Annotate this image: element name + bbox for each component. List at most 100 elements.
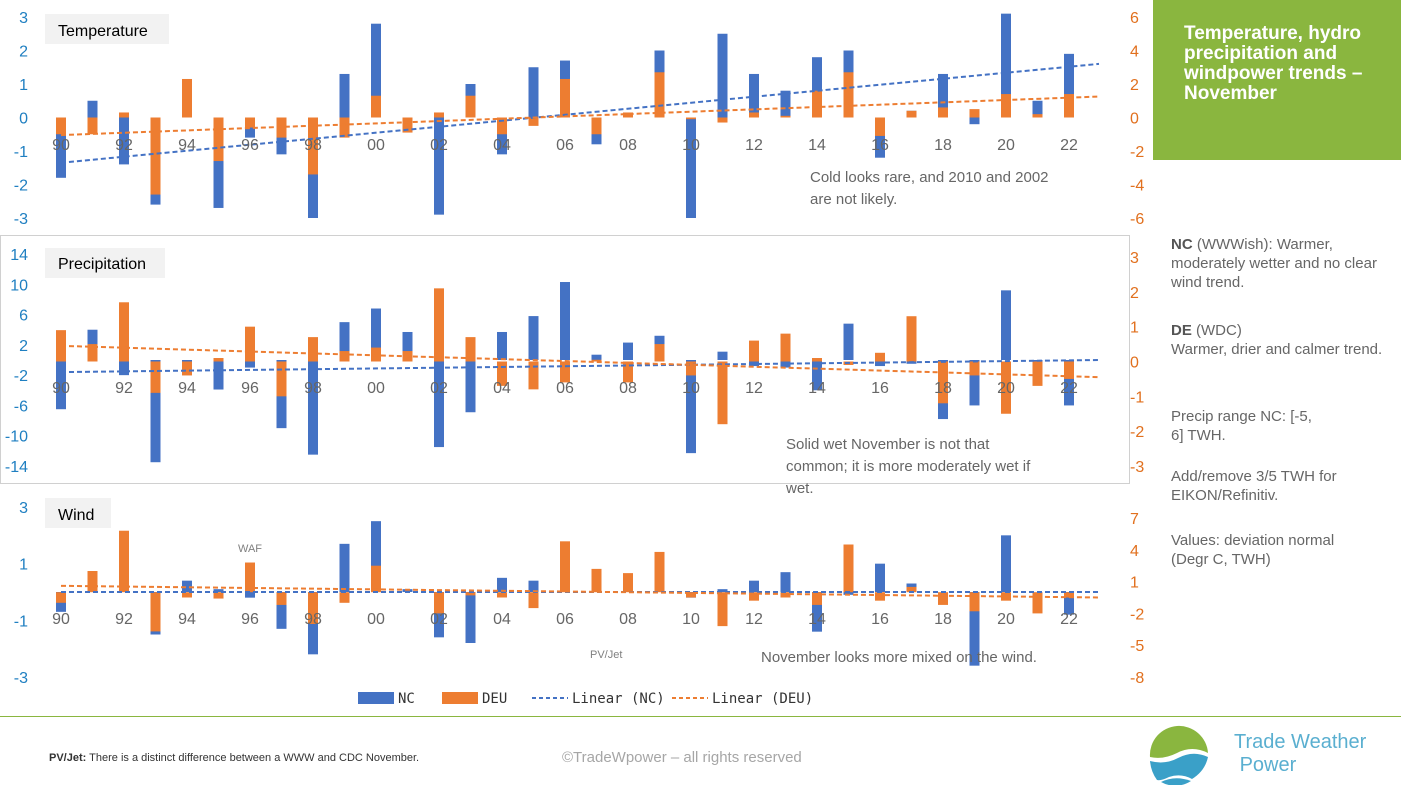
brand-line2: Power [1239, 754, 1297, 776]
brand-logo-icon [1149, 725, 1208, 785]
deu-bar-91 [87, 344, 98, 362]
nc-bar-15 [843, 592, 854, 595]
x-axis-tick: 12 [745, 137, 763, 154]
deu-bar-22 [1064, 94, 1074, 118]
x-axis-tick: 22 [1060, 137, 1078, 154]
x-axis-tick: 20 [997, 611, 1015, 628]
right-axis-tick: 7 [1130, 511, 1139, 528]
deu-bar-90 [56, 117, 66, 135]
nc-bar-12 [749, 360, 759, 367]
pvjet-chart-label: PV/Jet [590, 649, 622, 661]
deu-bar-97 [276, 361, 287, 397]
nc-bar-11 [717, 589, 728, 592]
x-axis-tick: 94 [178, 137, 196, 154]
deu-bar-21 [1032, 592, 1043, 614]
deu-bar-19 [969, 592, 980, 612]
x-axis-tick: 90 [52, 611, 70, 628]
footer-divider [0, 716, 1401, 717]
nc-bar-22 [1064, 592, 1074, 615]
left-axis-tick: 3 [19, 500, 28, 517]
nc-bar-21 [1032, 100, 1043, 118]
left-axis-tick: -2 [14, 178, 28, 195]
deu-bar-08 [623, 112, 633, 118]
deu-bar-22 [1064, 592, 1074, 598]
deu-bar-98 [308, 592, 318, 624]
precipitation-annotation-line3: wet. [785, 480, 814, 497]
deu-bar-91 [87, 571, 98, 593]
deu-bar-98 [308, 337, 318, 362]
deu-bar-08 [623, 361, 633, 383]
x-axis-tick: 22 [1060, 611, 1078, 628]
nc-bar-20 [1001, 13, 1011, 118]
deu-bar-10 [686, 361, 696, 376]
nc-bar-95 [213, 589, 224, 592]
x-axis-tick: 92 [115, 611, 133, 628]
x-axis-tick: 04 [493, 380, 511, 397]
precipitation-annotation-line1: Solid wet November is not that [786, 436, 990, 453]
right-axis-tick: 2 [1130, 77, 1139, 94]
eikon-note: Add/remove 3/5 TWH for EIKON/Refinitiv. [1171, 468, 1337, 504]
page-title: Temperature, hydro precipitation and win… [1184, 23, 1363, 104]
x-axis-tick: 00 [367, 611, 385, 628]
nc-bar-12 [749, 580, 759, 592]
deu-bar-15 [843, 72, 854, 118]
deu-bar-15 [843, 544, 854, 593]
deu-bar-99 [339, 117, 350, 138]
nc-bar-04 [497, 331, 507, 360]
wind-annotation: November looks more mixed on the wind. [761, 649, 1037, 666]
footer-pvjet-note: PV/Jet: There is a distinct difference b… [49, 752, 419, 764]
nc-bar-14 [812, 57, 822, 118]
precip-range-note: Precip range NC: [-5, 6] TWH. [1171, 408, 1312, 444]
right-axis-tick: 0 [1130, 111, 1139, 128]
x-axis-tick: 04 [493, 137, 511, 154]
right-axis-tick: -4 [1130, 178, 1144, 195]
deu-bar-06 [560, 361, 570, 383]
deu-bar-12 [749, 112, 759, 118]
nc-bar-90 [56, 117, 66, 178]
legend-nc-label: NC [398, 691, 415, 707]
deu-bar-02 [434, 112, 444, 118]
deu-bar-20 [1001, 361, 1011, 414]
nc-bar-11 [717, 351, 728, 360]
nc-bar-00 [371, 521, 381, 592]
right-axis-tick: 2 [1130, 285, 1139, 302]
linear-deu-trendline [60, 584, 1100, 599]
pvjet-label: PV/Jet: [49, 752, 87, 764]
deu-bar-09 [654, 344, 665, 362]
nc-bar-05 [528, 316, 539, 360]
nc-bar-01 [402, 331, 413, 360]
x-axis-tick: 18 [934, 137, 952, 154]
nc-bar-08 [623, 342, 633, 360]
de-label: DE [1171, 322, 1192, 339]
deu-bar-04 [497, 592, 507, 598]
deu-bar-07 [591, 359, 602, 362]
de-text: (WDC) [1191, 322, 1242, 339]
legend: NC DEU Linear (NC) Linear (DEU) [358, 691, 813, 707]
deu-bar-12 [749, 592, 759, 601]
nc-bar-13 [780, 572, 791, 592]
left-axis-tick: 0 [19, 111, 28, 128]
nc-bar-20 [1001, 290, 1011, 360]
x-axis-tick: 92 [115, 380, 133, 397]
deu-bar-06 [560, 78, 570, 118]
wind-title-box [45, 498, 111, 528]
x-axis-tick: 10 [682, 380, 700, 397]
deu-bar-03 [465, 592, 476, 596]
nc-label: NC [1171, 236, 1193, 253]
nc-bar-04 [497, 577, 507, 592]
deu-bar-09 [654, 72, 665, 118]
deu-bar-07 [591, 117, 602, 135]
temperature-title: Temperature [58, 23, 148, 40]
right-axis-tick: 3 [1130, 250, 1139, 267]
nc-bar-03 [465, 592, 476, 643]
x-axis-tick: 98 [304, 137, 322, 154]
x-axis-tick: 22 [1060, 380, 1078, 397]
deu-bar-17 [906, 110, 917, 118]
legend-nc-swatch [358, 692, 394, 704]
brand-line1: Trade Weather [1234, 731, 1367, 753]
de-description: DE (WDC) Warmer, drier and calmer trend. [1171, 321, 1396, 359]
x-axis-tick: 98 [304, 380, 322, 397]
nc-bar-92 [119, 117, 129, 165]
right-axis-tick: -6 [1130, 211, 1144, 228]
